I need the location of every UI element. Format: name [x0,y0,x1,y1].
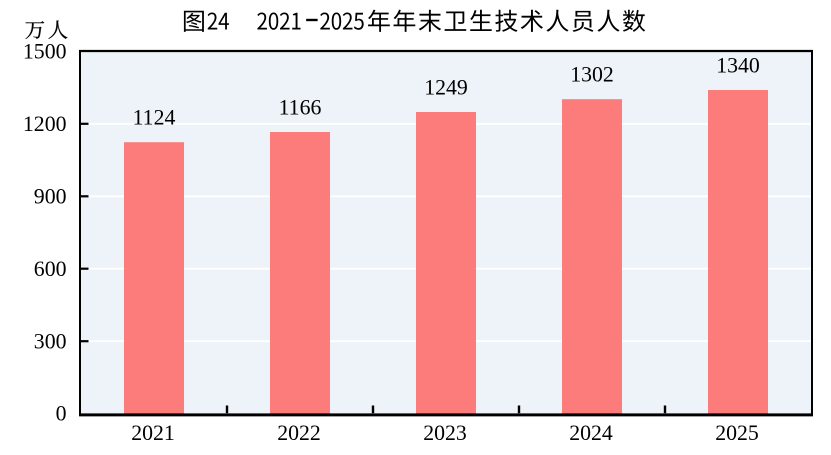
svg-text:1249: 1249 [424,75,468,99]
svg-text:2024: 2024 [569,421,613,445]
svg-text:2025: 2025 [715,421,759,445]
svg-text:1124: 1124 [133,106,176,130]
svg-text:1500: 1500 [23,40,67,64]
svg-text:0: 0 [56,402,67,426]
svg-text:300: 300 [34,329,67,353]
svg-text:2022: 2022 [277,421,321,445]
svg-text:900: 900 [34,184,67,208]
svg-text:1166: 1166 [279,95,322,119]
svg-text:2021: 2021 [131,421,175,445]
svg-text:600: 600 [34,257,67,281]
svg-text:1340: 1340 [716,53,760,77]
svg-text:1302: 1302 [570,63,614,87]
svg-text:2023: 2023 [423,421,467,445]
svg-text:1200: 1200 [23,112,67,136]
